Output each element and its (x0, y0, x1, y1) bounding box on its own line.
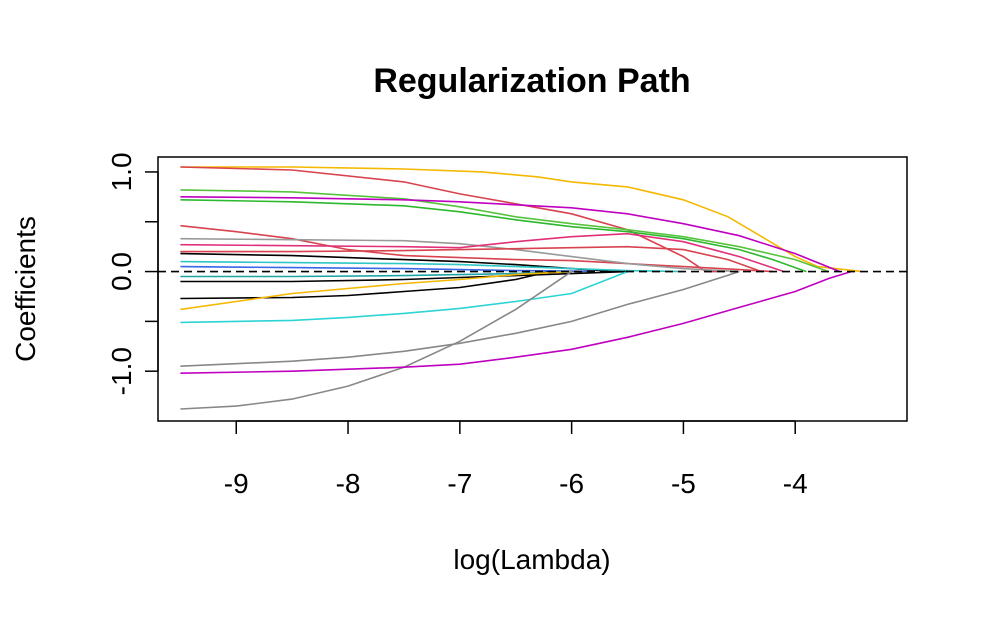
coefficient-path-6 (180, 224, 773, 273)
y-tick-label: -1.0 (106, 347, 137, 395)
x-tick-label: -5 (671, 468, 696, 499)
x-axis-label: log(Lambda) (453, 544, 610, 575)
coefficient-path-14 (180, 270, 628, 283)
coefficient-path-7 (180, 237, 740, 273)
coefficient-path-5 (180, 196, 841, 273)
x-tick-label: -6 (559, 468, 584, 499)
coefficient-path-20 (180, 270, 852, 374)
coefficient-path-17 (180, 270, 628, 324)
y-tick-label: 0.0 (106, 252, 137, 291)
y-axis: -1.0 0.0 1.0 (106, 152, 159, 395)
coefficient-path-16 (180, 270, 572, 311)
x-tick-label: -4 (783, 468, 808, 499)
plot-frame (157, 156, 908, 422)
coefficient-path-18 (180, 270, 740, 367)
x-tick-label: -8 (336, 468, 361, 499)
coefficient-path-9 (180, 245, 762, 273)
coefficient-path-3 (180, 189, 829, 273)
plot-area (158, 166, 907, 410)
coefficient-path-12 (180, 265, 595, 273)
coefficient-path-1 (180, 166, 863, 273)
coefficient-path-11 (180, 260, 684, 273)
chart-title: Regularization Path (373, 62, 690, 100)
coefficient-path-19 (180, 270, 573, 410)
x-tick-label: -9 (224, 468, 249, 499)
coefficient-path-4 (180, 199, 807, 273)
y-tick-label: 1.0 (106, 152, 137, 191)
y-axis-label: Coefficients (10, 216, 41, 362)
x-tick-label: -7 (447, 468, 472, 499)
coefficient-path-15 (180, 270, 550, 300)
coefficient-path-13 (180, 270, 572, 278)
coefficient-path-8 (180, 232, 785, 273)
x-axis: -9 -8 -7 -6 -5 -4 (224, 420, 808, 499)
coefficient-path-2 (180, 166, 717, 273)
